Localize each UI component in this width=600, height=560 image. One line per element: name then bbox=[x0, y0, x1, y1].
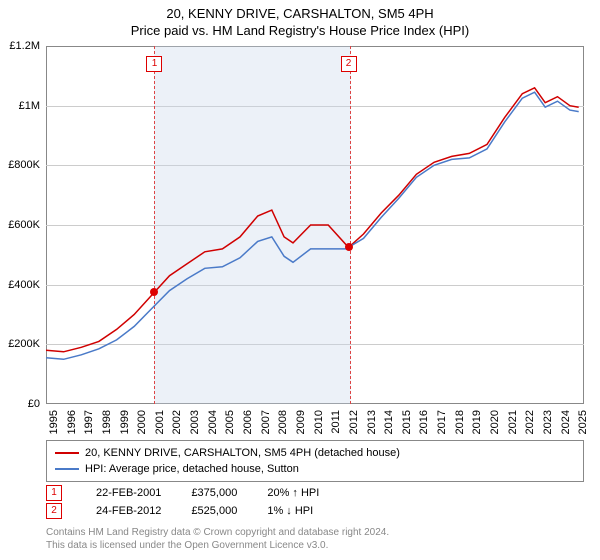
footer-line-2: This data is licensed under the Open Gov… bbox=[46, 539, 584, 552]
x-tick-label: 2016 bbox=[418, 410, 430, 440]
x-tick-label: 2005 bbox=[224, 410, 236, 440]
sale-marker-2: 2 bbox=[46, 503, 62, 519]
legend-swatch-2 bbox=[55, 468, 79, 470]
y-tick-label: £600K bbox=[0, 219, 40, 231]
sale-dot bbox=[150, 288, 158, 296]
sale-delta-1: 20% ↑ HPI bbox=[267, 487, 319, 499]
legend-label-1: 20, KENNY DRIVE, CARSHALTON, SM5 4PH (de… bbox=[85, 447, 400, 459]
x-tick-label: 2007 bbox=[260, 410, 272, 440]
chart-marker-1: 1 bbox=[146, 56, 162, 72]
x-tick-label: 2001 bbox=[154, 410, 166, 440]
footer: Contains HM Land Registry data © Crown c… bbox=[46, 526, 584, 552]
x-tick-label: 2008 bbox=[277, 410, 289, 440]
sale-date-1: 22-FEB-2001 bbox=[96, 487, 161, 499]
x-tick-label: 2003 bbox=[189, 410, 201, 440]
x-tick-label: 2009 bbox=[295, 410, 307, 440]
series-line bbox=[46, 88, 579, 352]
x-tick-label: 2023 bbox=[542, 410, 554, 440]
legend-box: 20, KENNY DRIVE, CARSHALTON, SM5 4PH (de… bbox=[46, 440, 584, 482]
title-address: 20, KENNY DRIVE, CARSHALTON, SM5 4PH bbox=[0, 6, 600, 21]
y-tick-label: £200K bbox=[0, 338, 40, 350]
sale-delta-2: 1% ↓ HPI bbox=[267, 505, 313, 517]
footer-line-1: Contains HM Land Registry data © Crown c… bbox=[46, 526, 584, 539]
y-tick-label: £1M bbox=[0, 100, 40, 112]
x-tick-label: 2018 bbox=[454, 410, 466, 440]
x-tick-label: 2015 bbox=[401, 410, 413, 440]
legend-row-1: 20, KENNY DRIVE, CARSHALTON, SM5 4PH (de… bbox=[55, 445, 575, 461]
sale-marker-1: 1 bbox=[46, 485, 62, 501]
sale-price-1: £375,000 bbox=[191, 487, 237, 499]
sales-block: 1 22-FEB-2001 £375,000 20% ↑ HPI 2 24-FE… bbox=[46, 484, 584, 520]
x-tick-label: 2000 bbox=[136, 410, 148, 440]
chart-area: 12 £0£200K£400K£600K£800K£1M£1.2M 199519… bbox=[46, 46, 584, 404]
title-subtitle: Price paid vs. HM Land Registry's House … bbox=[0, 23, 600, 38]
sale-dot bbox=[345, 243, 353, 251]
x-tick-label: 2022 bbox=[524, 410, 536, 440]
x-tick-label: 2020 bbox=[489, 410, 501, 440]
x-tick-label: 2025 bbox=[577, 410, 589, 440]
legend-row-2: HPI: Average price, detached house, Sutt… bbox=[55, 461, 575, 477]
sale-row-2: 2 24-FEB-2012 £525,000 1% ↓ HPI bbox=[46, 502, 584, 520]
x-tick-label: 1995 bbox=[48, 410, 60, 440]
x-tick-label: 2010 bbox=[313, 410, 325, 440]
x-tick-label: 2011 bbox=[330, 410, 342, 440]
x-tick-label: 2024 bbox=[560, 410, 572, 440]
x-tick-label: 2012 bbox=[348, 410, 360, 440]
sale-price-2: £525,000 bbox=[191, 505, 237, 517]
sale-date-2: 24-FEB-2012 bbox=[96, 505, 161, 517]
y-tick-label: £0 bbox=[0, 398, 40, 410]
x-tick-label: 1999 bbox=[119, 410, 131, 440]
chart-marker-2: 2 bbox=[341, 56, 357, 72]
x-tick-label: 1998 bbox=[101, 410, 113, 440]
chart-container: 20, KENNY DRIVE, CARSHALTON, SM5 4PH Pri… bbox=[0, 0, 600, 560]
y-tick-label: £400K bbox=[0, 279, 40, 291]
x-tick-label: 2017 bbox=[436, 410, 448, 440]
x-tick-label: 1996 bbox=[66, 410, 78, 440]
title-block: 20, KENNY DRIVE, CARSHALTON, SM5 4PH Pri… bbox=[0, 0, 600, 38]
x-tick-label: 1997 bbox=[83, 410, 95, 440]
x-tick-label: 2021 bbox=[507, 410, 519, 440]
x-tick-label: 2019 bbox=[471, 410, 483, 440]
legend-label-2: HPI: Average price, detached house, Sutt… bbox=[85, 463, 299, 475]
y-tick-label: £1.2M bbox=[0, 40, 40, 52]
x-tick-label: 2006 bbox=[242, 410, 254, 440]
x-tick-label: 2004 bbox=[207, 410, 219, 440]
line-series-svg bbox=[46, 46, 584, 404]
sale-row-1: 1 22-FEB-2001 £375,000 20% ↑ HPI bbox=[46, 484, 584, 502]
legend-swatch-1 bbox=[55, 452, 79, 454]
x-tick-label: 2014 bbox=[383, 410, 395, 440]
x-tick-label: 2002 bbox=[171, 410, 183, 440]
x-tick-label: 2013 bbox=[366, 410, 378, 440]
y-tick-label: £800K bbox=[0, 159, 40, 171]
